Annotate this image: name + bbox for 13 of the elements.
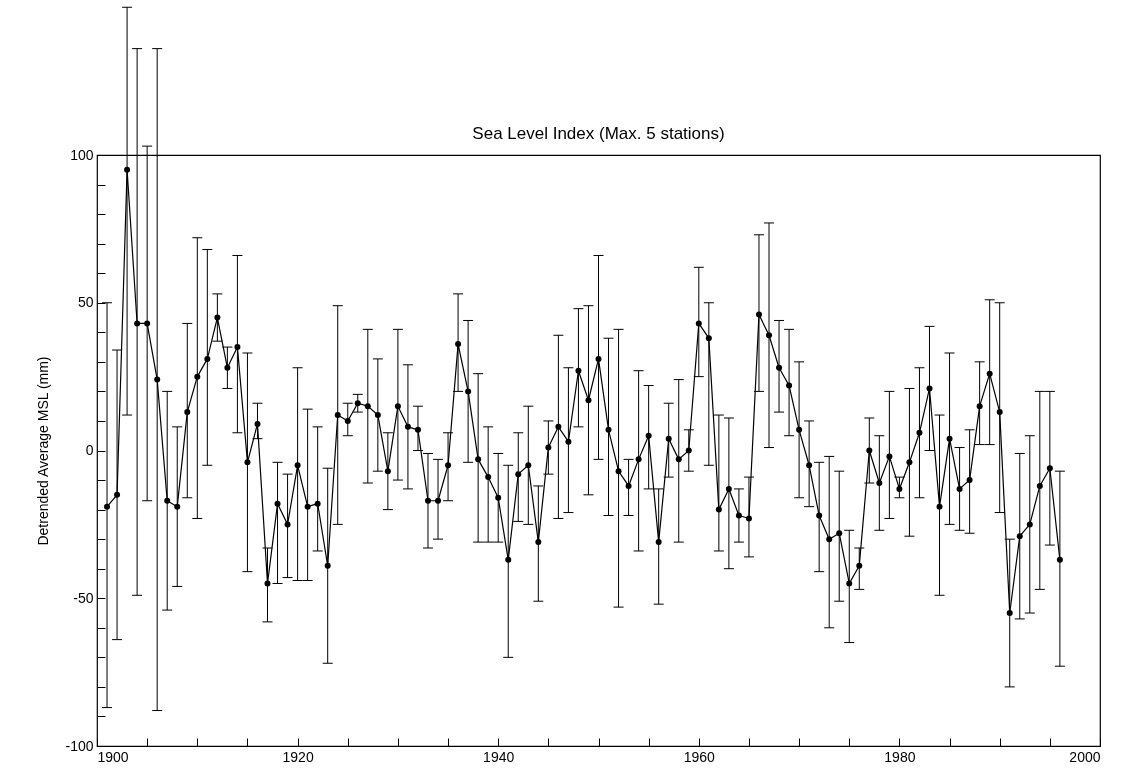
y-tick-label: -100 [65, 737, 94, 754]
y-tick-label: 50 [77, 294, 94, 311]
x-tick-label: 1960 [683, 748, 716, 765]
x-tick-label: 1940 [483, 748, 515, 765]
x-tick-label: 1980 [884, 748, 916, 765]
x-tick-label: 1920 [282, 748, 314, 765]
y-tick-label: -50 [73, 589, 94, 606]
x-tick-label: 1900 [97, 748, 129, 765]
y-tick-label: 100 [70, 146, 94, 163]
x-tick-label: 2000 [1069, 748, 1101, 765]
y-tick-label: 0 [85, 442, 94, 458]
chart-title: Sea Level Index (Max. 5 stations) [472, 123, 725, 143]
y-axis-title: Detrended Average MSL (mm) [35, 356, 52, 546]
